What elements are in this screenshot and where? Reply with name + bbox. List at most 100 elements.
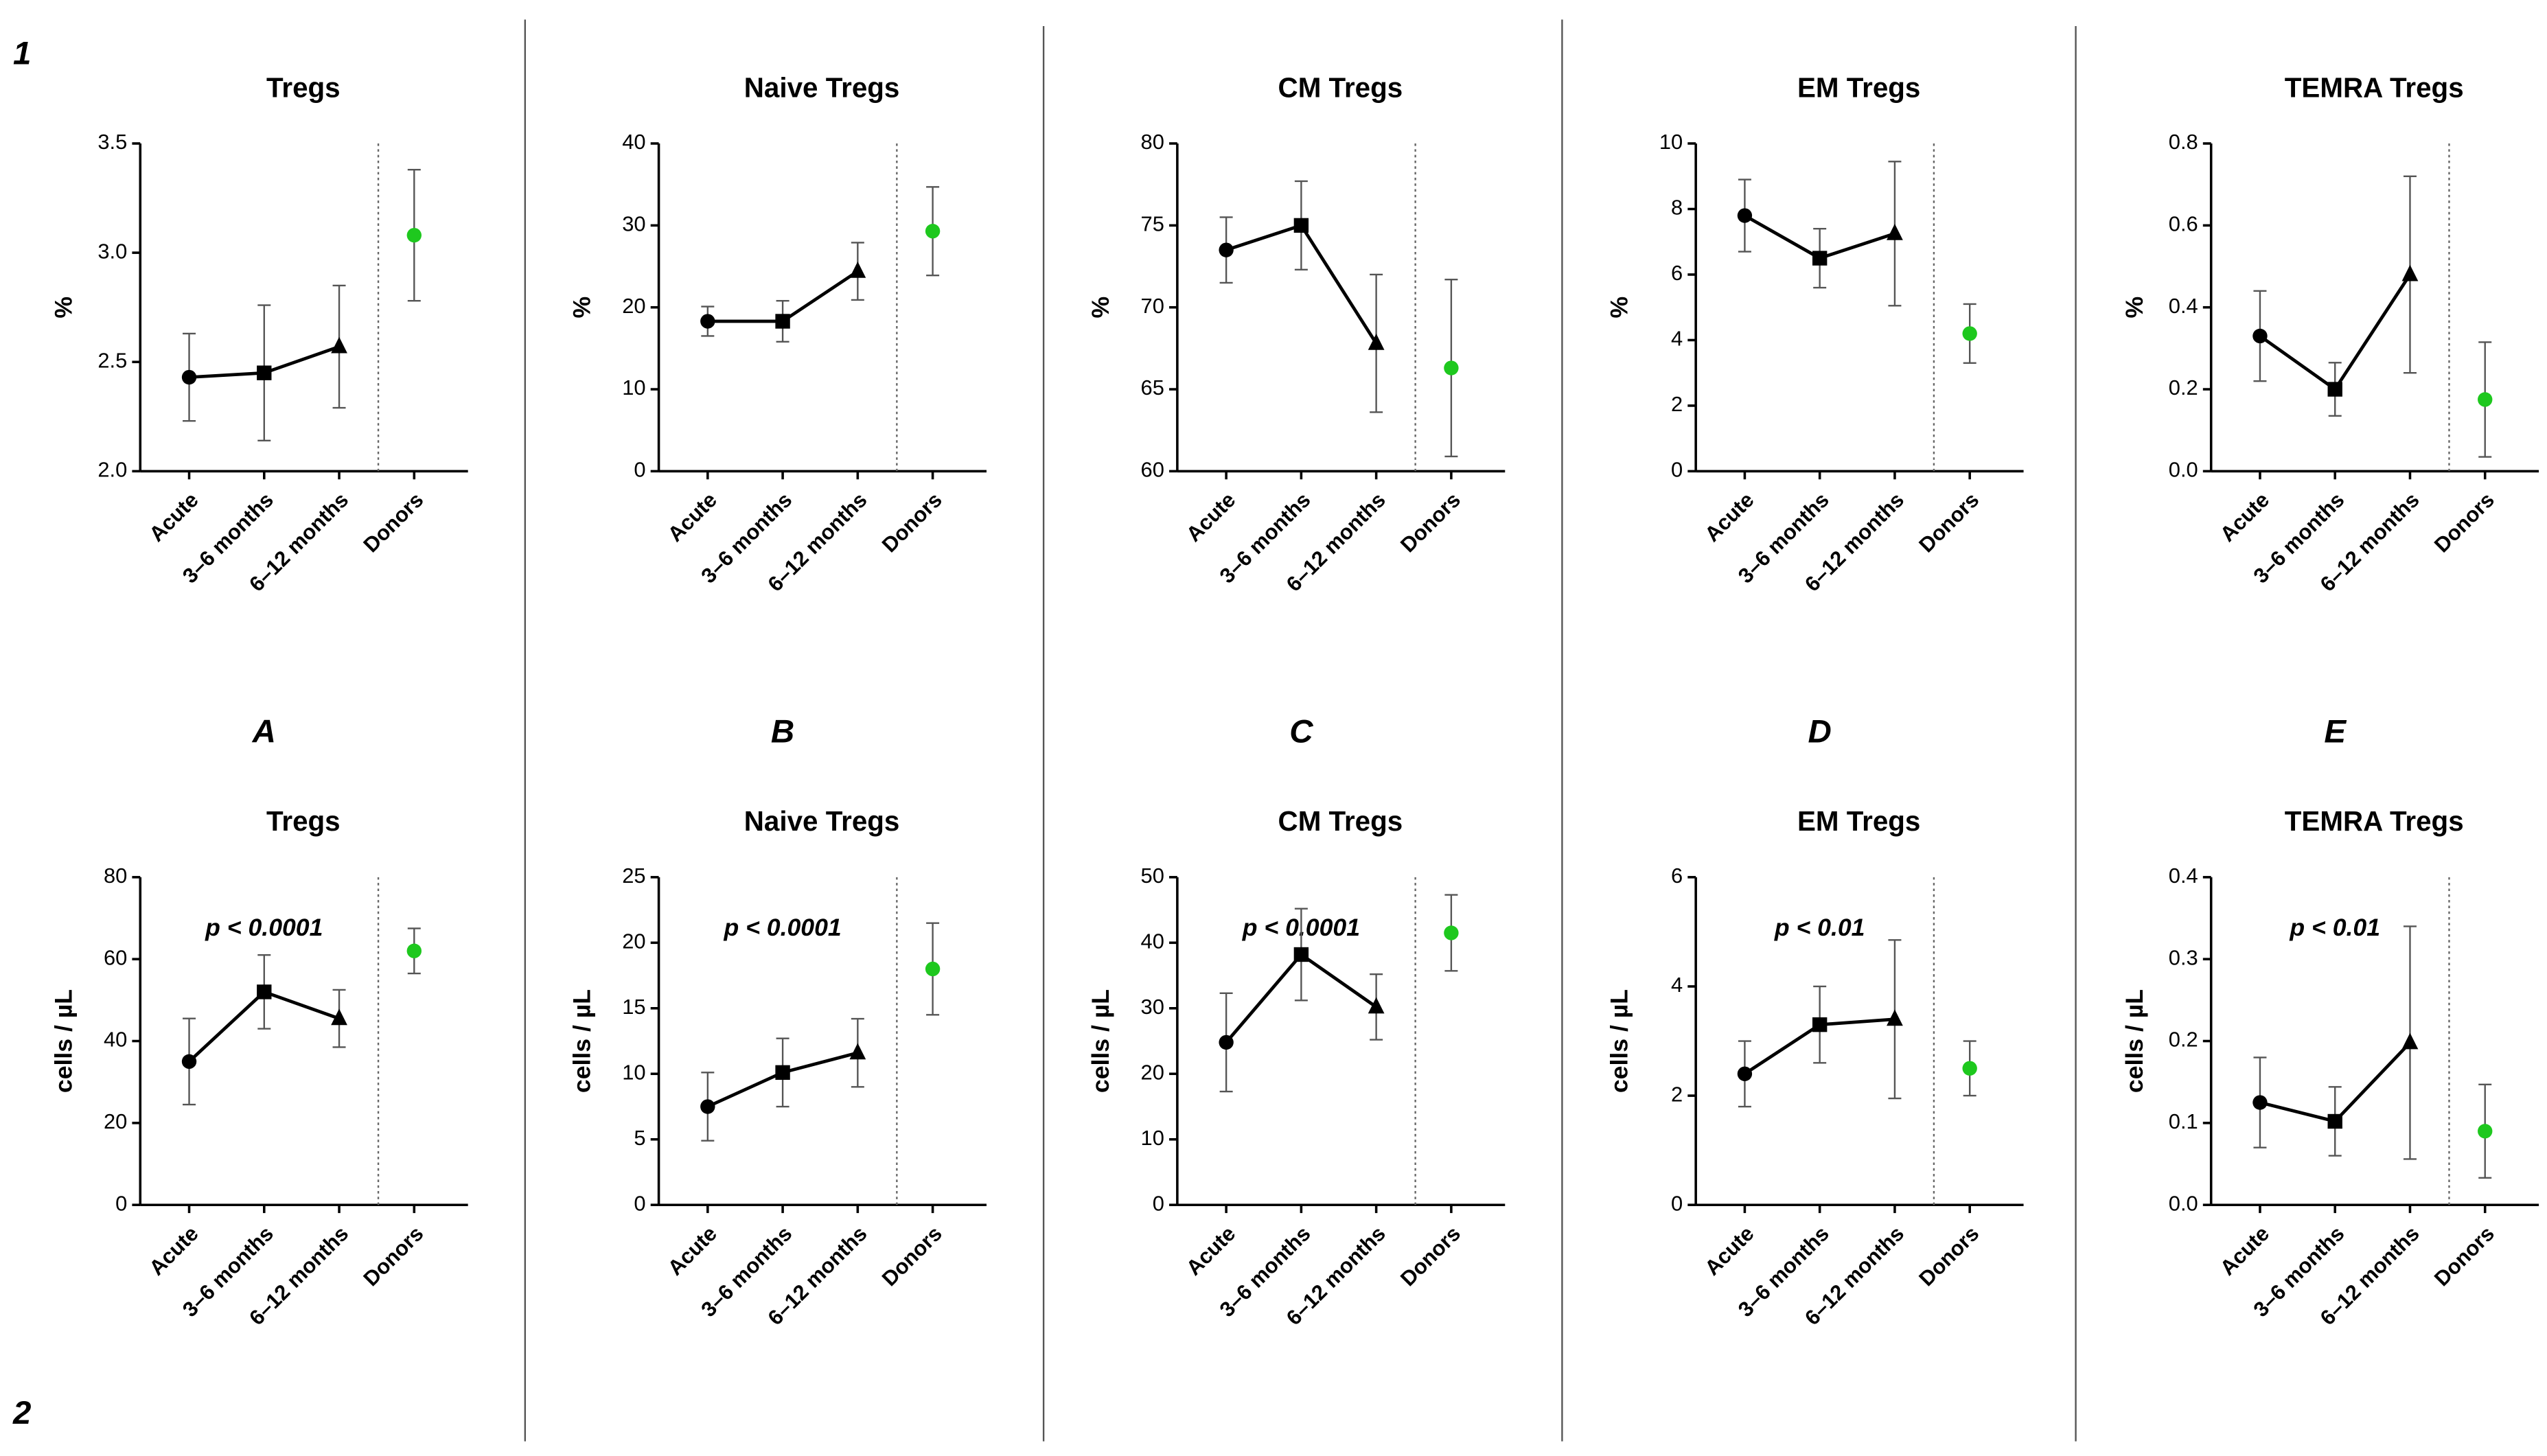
y-tick-label: 15 [622,995,645,1019]
chart-title: TEMRA Tregs [2285,71,2464,103]
y-tick-label: 2.0 [97,458,127,482]
y-tick-label: 60 [1141,458,1164,482]
y-axis-label: cells / µL [2121,989,2148,1093]
y-tick-label: 30 [1141,995,1164,1019]
y-axis-label: cells / µL [1087,989,1114,1093]
y-tick-label: 6 [1671,864,1683,888]
y-tick-label: 0 [634,458,645,482]
y-axis-label: cells / µL [568,989,596,1093]
chart-title: Tregs [266,71,341,103]
annotation: p < 0.01 [1774,914,1865,941]
x-tick-label: Donors [2430,487,2499,557]
row-label: 2 [12,1395,31,1431]
marker [1293,947,1309,962]
y-tick-label: 2 [1671,1082,1683,1106]
marker [1887,224,1903,240]
marker [1219,1035,1234,1050]
chart-title: Naive Tregs [744,71,900,103]
panel-label: D [1808,713,1832,750]
marker [849,1043,866,1060]
marker [1368,997,1385,1014]
y-tick-label: 0.6 [2169,212,2198,236]
marker [1444,925,1459,940]
marker [406,227,422,243]
x-tick-label: Acute [663,487,722,546]
annotation: p < 0.01 [2289,914,2380,941]
marker [775,314,790,329]
y-tick-label: 0.0 [2169,458,2198,482]
marker [1962,326,1977,341]
y-tick-label: 20 [104,1109,127,1133]
y-tick-label: 0 [115,1191,127,1215]
x-tick-label: Donors [358,1221,428,1291]
y-tick-label: 0.2 [2169,375,2198,400]
y-tick-label: 60 [104,945,127,969]
y-tick-label: 40 [104,1028,127,1052]
marker [1812,1017,1828,1032]
panel-label: B [771,713,794,750]
marker [2401,264,2419,281]
marker [331,336,347,354]
y-tick-label: 0 [1671,1191,1683,1215]
marker [700,1099,715,1114]
y-tick-label: 10 [1659,130,1683,154]
y-tick-label: 0 [1671,458,1683,482]
x-tick-label: Donors [1396,1221,1465,1291]
x-tick-label: Acute [2215,1221,2274,1280]
y-tick-label: 4 [1671,973,1683,997]
y-tick-label: 40 [622,130,645,154]
y-tick-label: 0.2 [2169,1028,2198,1052]
y-tick-label: 40 [1141,929,1164,953]
chart-title: EM Tregs [1797,71,1920,103]
marker [2327,382,2342,397]
y-tick-label: 3.5 [97,130,127,154]
y-tick-label: 50 [1141,864,1164,888]
marker [257,984,272,999]
marker [181,1054,197,1070]
marker [1887,1009,1903,1026]
marker [2478,1124,2493,1139]
y-tick-label: 0.0 [2169,1191,2198,1215]
y-tick-label: 10 [622,1060,645,1084]
y-tick-label: 65 [1141,375,1164,400]
y-axis-label: cells / µL [49,989,77,1093]
y-tick-label: 30 [622,212,645,236]
marker [2327,1113,2342,1129]
marker [700,314,715,329]
marker [331,1008,347,1026]
x-tick-label: Donors [1914,1221,1983,1291]
y-axis-label: cells / µL [1605,989,1633,1093]
y-tick-label: 0.8 [2169,130,2198,154]
marker [1737,1066,1753,1081]
y-tick-label: 20 [622,294,645,318]
y-tick-label: 3.0 [97,239,127,263]
y-tick-label: 0 [1153,1191,1164,1215]
x-tick-label: Acute [1182,487,1240,546]
marker [181,369,197,385]
y-tick-label: 2.5 [97,348,127,372]
y-tick-label: 0.4 [2169,294,2198,318]
marker [849,261,866,278]
chart-title: Tregs [266,805,341,837]
y-tick-label: 80 [1141,130,1164,154]
y-tick-label: 4 [1671,327,1683,351]
x-tick-label: Acute [1182,1221,1240,1280]
x-tick-label: Acute [663,1221,722,1280]
annotation: p < 0.0001 [205,914,323,941]
x-tick-label: Acute [1700,487,1758,546]
chart-title: TEMRA Tregs [2285,805,2464,837]
marker [1812,251,1828,266]
x-tick-label: Acute [144,1221,203,1280]
y-tick-label: 10 [1141,1126,1164,1150]
marker [1962,1061,1977,1076]
chart-title: Naive Tregs [744,805,900,837]
x-tick-label: Donors [877,487,947,557]
marker [2401,1032,2419,1050]
marker [2252,328,2268,344]
panel-label: C [1289,713,1313,750]
chart-title: EM Tregs [1797,805,1920,837]
y-axis-label: % [568,297,596,319]
y-tick-label: 0 [634,1191,645,1215]
row-label: 1 [13,35,31,71]
